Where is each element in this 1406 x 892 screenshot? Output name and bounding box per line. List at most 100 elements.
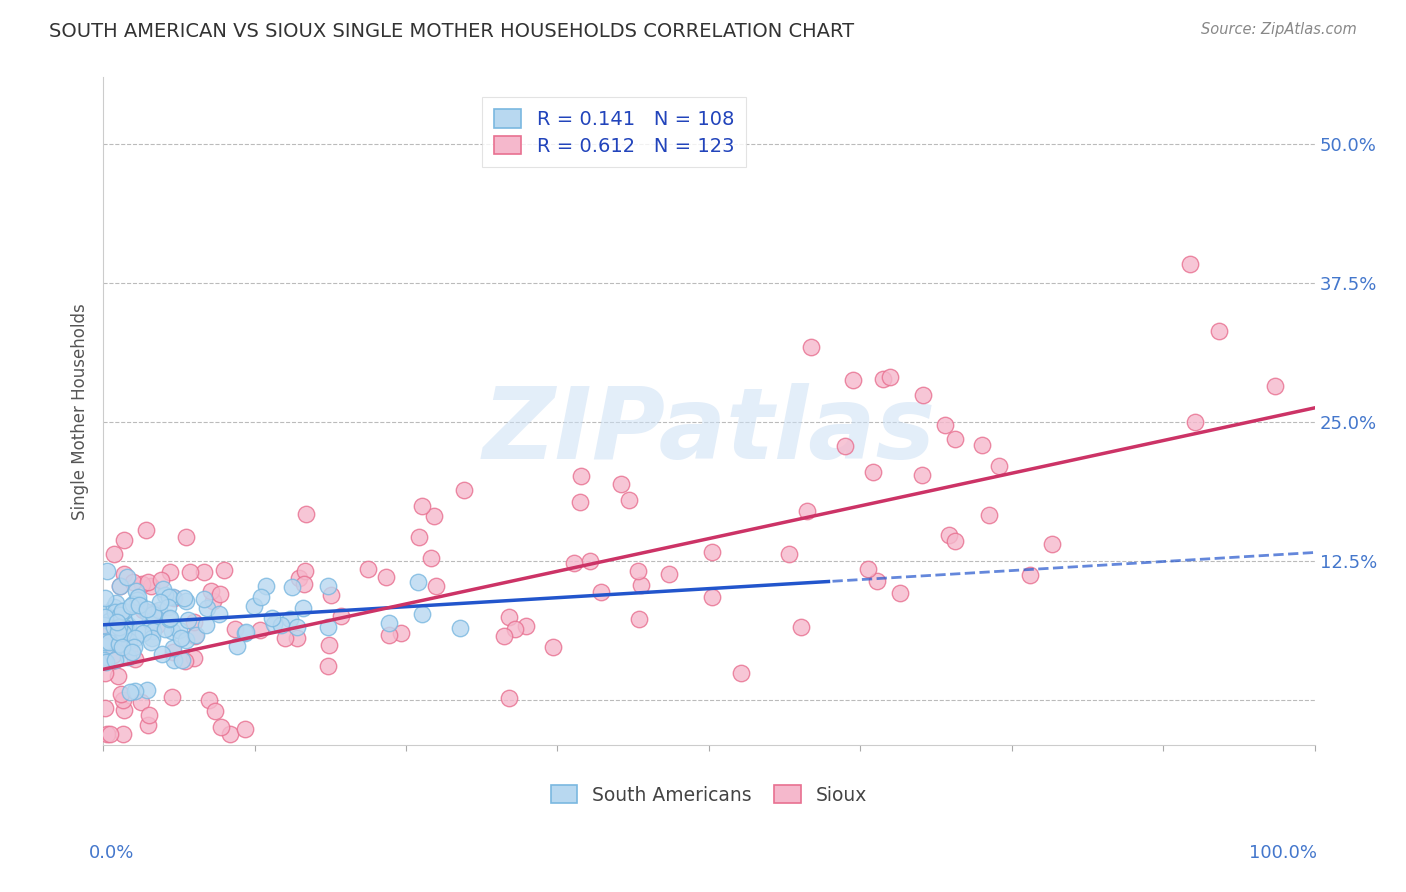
Point bbox=[104, 605, 127, 619]
Point bbox=[330, 608, 353, 623]
Point bbox=[195, 600, 218, 615]
Point bbox=[112, 625, 135, 640]
Point bbox=[93, 618, 115, 632]
Point bbox=[155, 622, 177, 636]
Point bbox=[135, 602, 157, 616]
Point bbox=[224, 623, 246, 637]
Point bbox=[702, 545, 724, 559]
Point bbox=[515, 619, 537, 633]
Point bbox=[589, 585, 612, 599]
Point bbox=[110, 687, 132, 701]
Point bbox=[287, 571, 309, 585]
Point bbox=[93, 653, 115, 667]
Point bbox=[209, 587, 232, 601]
Point bbox=[571, 468, 593, 483]
Point bbox=[943, 534, 966, 549]
Point bbox=[1019, 568, 1042, 582]
Point bbox=[184, 628, 207, 642]
Point bbox=[112, 604, 135, 618]
Point bbox=[105, 615, 128, 629]
Point bbox=[108, 637, 131, 651]
Point bbox=[630, 577, 652, 591]
Point bbox=[316, 579, 339, 593]
Point bbox=[201, 593, 224, 607]
Point bbox=[184, 629, 207, 643]
Point bbox=[94, 591, 117, 606]
Point bbox=[425, 579, 447, 593]
Point bbox=[132, 603, 155, 617]
Point bbox=[163, 591, 186, 605]
Point bbox=[1264, 379, 1286, 393]
Point bbox=[1184, 415, 1206, 429]
Text: 100.0%: 100.0% bbox=[1250, 844, 1317, 862]
Point bbox=[155, 588, 177, 602]
Point bbox=[167, 623, 190, 637]
Point bbox=[889, 586, 911, 600]
Point bbox=[800, 339, 823, 353]
Point bbox=[118, 633, 141, 648]
Point bbox=[503, 623, 526, 637]
Text: SOUTH AMERICAN VS SIOUX SINGLE MOTHER HOUSEHOLDS CORRELATION CHART: SOUTH AMERICAN VS SIOUX SINGLE MOTHER HO… bbox=[49, 22, 855, 41]
Point bbox=[136, 718, 159, 732]
Point bbox=[103, 547, 125, 561]
Point bbox=[94, 640, 117, 654]
Point bbox=[149, 595, 172, 609]
Point bbox=[101, 648, 124, 662]
Point bbox=[194, 617, 217, 632]
Point bbox=[200, 584, 222, 599]
Point bbox=[579, 554, 602, 568]
Point bbox=[114, 632, 136, 646]
Point bbox=[162, 590, 184, 604]
Point bbox=[111, 640, 134, 654]
Point bbox=[103, 620, 125, 634]
Point bbox=[170, 631, 193, 645]
Point bbox=[131, 576, 153, 591]
Point bbox=[411, 499, 433, 513]
Point bbox=[285, 632, 308, 646]
Point bbox=[159, 565, 181, 579]
Point bbox=[98, 624, 121, 639]
Point bbox=[111, 620, 134, 634]
Legend: South Americans, Sioux: South Americans, Sioux bbox=[543, 778, 875, 813]
Point bbox=[219, 727, 242, 741]
Point bbox=[208, 607, 231, 621]
Point bbox=[934, 418, 956, 433]
Point bbox=[129, 695, 152, 709]
Point bbox=[260, 611, 283, 625]
Point bbox=[498, 610, 520, 624]
Point bbox=[568, 495, 591, 509]
Point bbox=[160, 624, 183, 638]
Point bbox=[281, 580, 304, 594]
Point bbox=[128, 596, 150, 610]
Point bbox=[321, 588, 343, 602]
Point bbox=[107, 668, 129, 682]
Point bbox=[987, 459, 1010, 474]
Point bbox=[842, 374, 865, 388]
Point bbox=[117, 642, 139, 657]
Point bbox=[108, 619, 131, 633]
Point bbox=[378, 628, 401, 642]
Point bbox=[94, 666, 117, 681]
Point bbox=[122, 640, 145, 654]
Point bbox=[610, 477, 633, 491]
Point bbox=[162, 640, 184, 655]
Point bbox=[152, 582, 174, 596]
Point bbox=[1208, 325, 1230, 339]
Point bbox=[125, 583, 148, 598]
Point bbox=[114, 620, 136, 634]
Point bbox=[790, 619, 813, 633]
Point bbox=[834, 439, 856, 453]
Point bbox=[107, 625, 129, 640]
Point bbox=[128, 598, 150, 612]
Point bbox=[174, 654, 197, 668]
Point bbox=[120, 599, 142, 614]
Point bbox=[449, 621, 471, 635]
Point bbox=[98, 727, 121, 741]
Point bbox=[235, 626, 257, 640]
Point bbox=[121, 574, 143, 589]
Point bbox=[419, 551, 441, 566]
Point bbox=[375, 570, 398, 584]
Point bbox=[110, 579, 132, 593]
Point bbox=[233, 722, 256, 736]
Point bbox=[141, 631, 163, 645]
